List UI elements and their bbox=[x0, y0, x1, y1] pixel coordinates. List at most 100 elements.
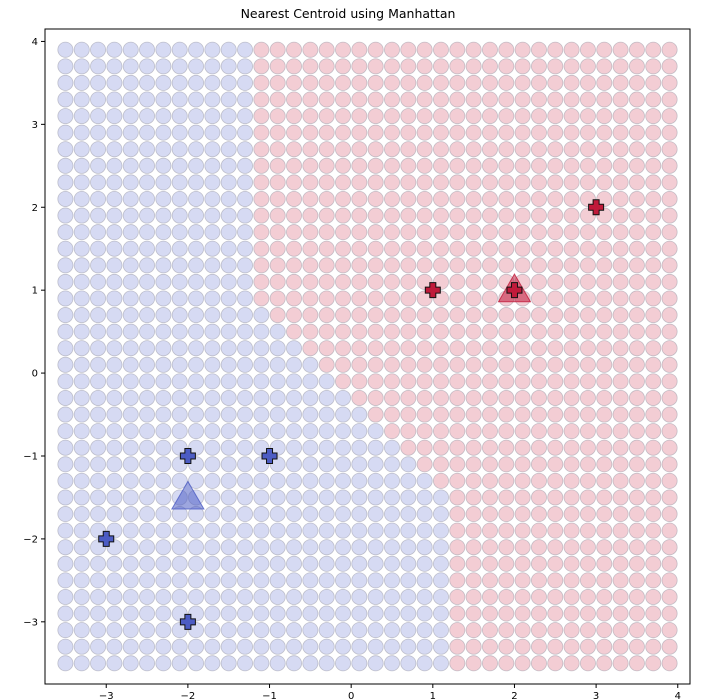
region-point-blue bbox=[286, 588, 303, 605]
region-point-blue bbox=[57, 273, 74, 290]
region-point-blue bbox=[351, 622, 368, 639]
region-point-red bbox=[432, 307, 449, 324]
region-point-red bbox=[367, 240, 384, 257]
region-point-blue bbox=[155, 373, 172, 390]
region-point-red bbox=[335, 290, 352, 307]
region-point-blue bbox=[90, 224, 107, 241]
region-point-red bbox=[596, 141, 613, 158]
region-point-blue bbox=[416, 605, 433, 622]
region-point-blue bbox=[204, 290, 221, 307]
region-point-red bbox=[612, 58, 629, 75]
region-point-red bbox=[498, 472, 515, 489]
region-point-red bbox=[400, 290, 417, 307]
region-point-blue bbox=[237, 522, 254, 539]
region-point-red bbox=[335, 224, 352, 241]
region-point-red bbox=[498, 224, 515, 241]
region-point-blue bbox=[139, 174, 156, 191]
region-point-red bbox=[563, 638, 580, 655]
region-point-blue bbox=[106, 157, 123, 174]
region-point-red bbox=[547, 224, 564, 241]
region-point-red bbox=[612, 539, 629, 556]
region-point-red bbox=[351, 257, 368, 274]
region-point-red bbox=[612, 224, 629, 241]
region-point-red bbox=[269, 108, 286, 125]
region-point-red bbox=[661, 406, 678, 423]
region-point-red bbox=[547, 622, 564, 639]
region-point-red bbox=[596, 423, 613, 440]
region-point-red bbox=[465, 108, 482, 125]
region-point-blue bbox=[155, 91, 172, 108]
region-point-blue bbox=[139, 456, 156, 473]
region-point-blue bbox=[237, 224, 254, 241]
region-point-blue bbox=[171, 356, 188, 373]
region-point-blue bbox=[106, 572, 123, 589]
region-point-red bbox=[286, 74, 303, 91]
region-point-red bbox=[498, 539, 515, 556]
region-point-red bbox=[449, 638, 466, 655]
region-point-red bbox=[449, 572, 466, 589]
region-point-blue bbox=[335, 588, 352, 605]
region-point-red bbox=[400, 257, 417, 274]
region-point-blue bbox=[269, 389, 286, 406]
region-point-blue bbox=[253, 655, 270, 672]
y-tick-label: 4 bbox=[32, 37, 38, 48]
region-point-blue bbox=[204, 207, 221, 224]
region-point-blue bbox=[383, 439, 400, 456]
region-point-red bbox=[481, 373, 498, 390]
region-point-blue bbox=[253, 555, 270, 572]
region-point-red bbox=[530, 506, 547, 523]
region-point-blue bbox=[106, 41, 123, 58]
region-point-red bbox=[432, 108, 449, 125]
region-point-red bbox=[661, 506, 678, 523]
region-point-blue bbox=[220, 638, 237, 655]
region-point-blue bbox=[286, 439, 303, 456]
region-point-red bbox=[302, 157, 319, 174]
region-point-red bbox=[530, 522, 547, 539]
region-point-blue bbox=[302, 605, 319, 622]
region-point-red bbox=[645, 273, 662, 290]
region-point-red bbox=[628, 91, 645, 108]
region-point-red bbox=[481, 108, 498, 125]
region-point-red bbox=[498, 373, 515, 390]
region-point-blue bbox=[400, 522, 417, 539]
region-point-red bbox=[465, 91, 482, 108]
region-point-blue bbox=[204, 74, 221, 91]
region-point-blue bbox=[73, 356, 90, 373]
region-point-red bbox=[628, 257, 645, 274]
region-point-red bbox=[498, 124, 515, 141]
region-point-red bbox=[286, 58, 303, 75]
data-point-blue bbox=[98, 530, 115, 547]
region-point-blue bbox=[351, 522, 368, 539]
y-tick-label: 2 bbox=[32, 203, 38, 214]
region-point-blue bbox=[57, 74, 74, 91]
region-point-blue bbox=[335, 389, 352, 406]
region-point-red bbox=[661, 108, 678, 125]
region-point-blue bbox=[139, 207, 156, 224]
region-point-blue bbox=[171, 124, 188, 141]
region-point-blue bbox=[367, 472, 384, 489]
region-point-blue bbox=[57, 555, 74, 572]
region-point-red bbox=[465, 323, 482, 340]
region-point-red bbox=[547, 506, 564, 523]
region-point-red bbox=[416, 423, 433, 440]
region-point-red bbox=[367, 58, 384, 75]
region-point-blue bbox=[318, 472, 335, 489]
region-point-blue bbox=[220, 506, 237, 523]
region-point-red bbox=[416, 406, 433, 423]
region-point-red bbox=[563, 124, 580, 141]
region-point-red bbox=[318, 157, 335, 174]
region-point-blue bbox=[106, 58, 123, 75]
region-point-red bbox=[579, 506, 596, 523]
region-point-red bbox=[465, 489, 482, 506]
region-point-red bbox=[645, 141, 662, 158]
region-point-red bbox=[400, 323, 417, 340]
region-point-red bbox=[400, 108, 417, 125]
region-point-blue bbox=[106, 340, 123, 357]
region-point-red bbox=[628, 622, 645, 639]
region-point-red bbox=[253, 207, 270, 224]
region-point-blue bbox=[171, 439, 188, 456]
region-point-red bbox=[351, 74, 368, 91]
region-point-blue bbox=[122, 489, 139, 506]
region-point-blue bbox=[204, 356, 221, 373]
data-point-blue bbox=[179, 613, 196, 630]
